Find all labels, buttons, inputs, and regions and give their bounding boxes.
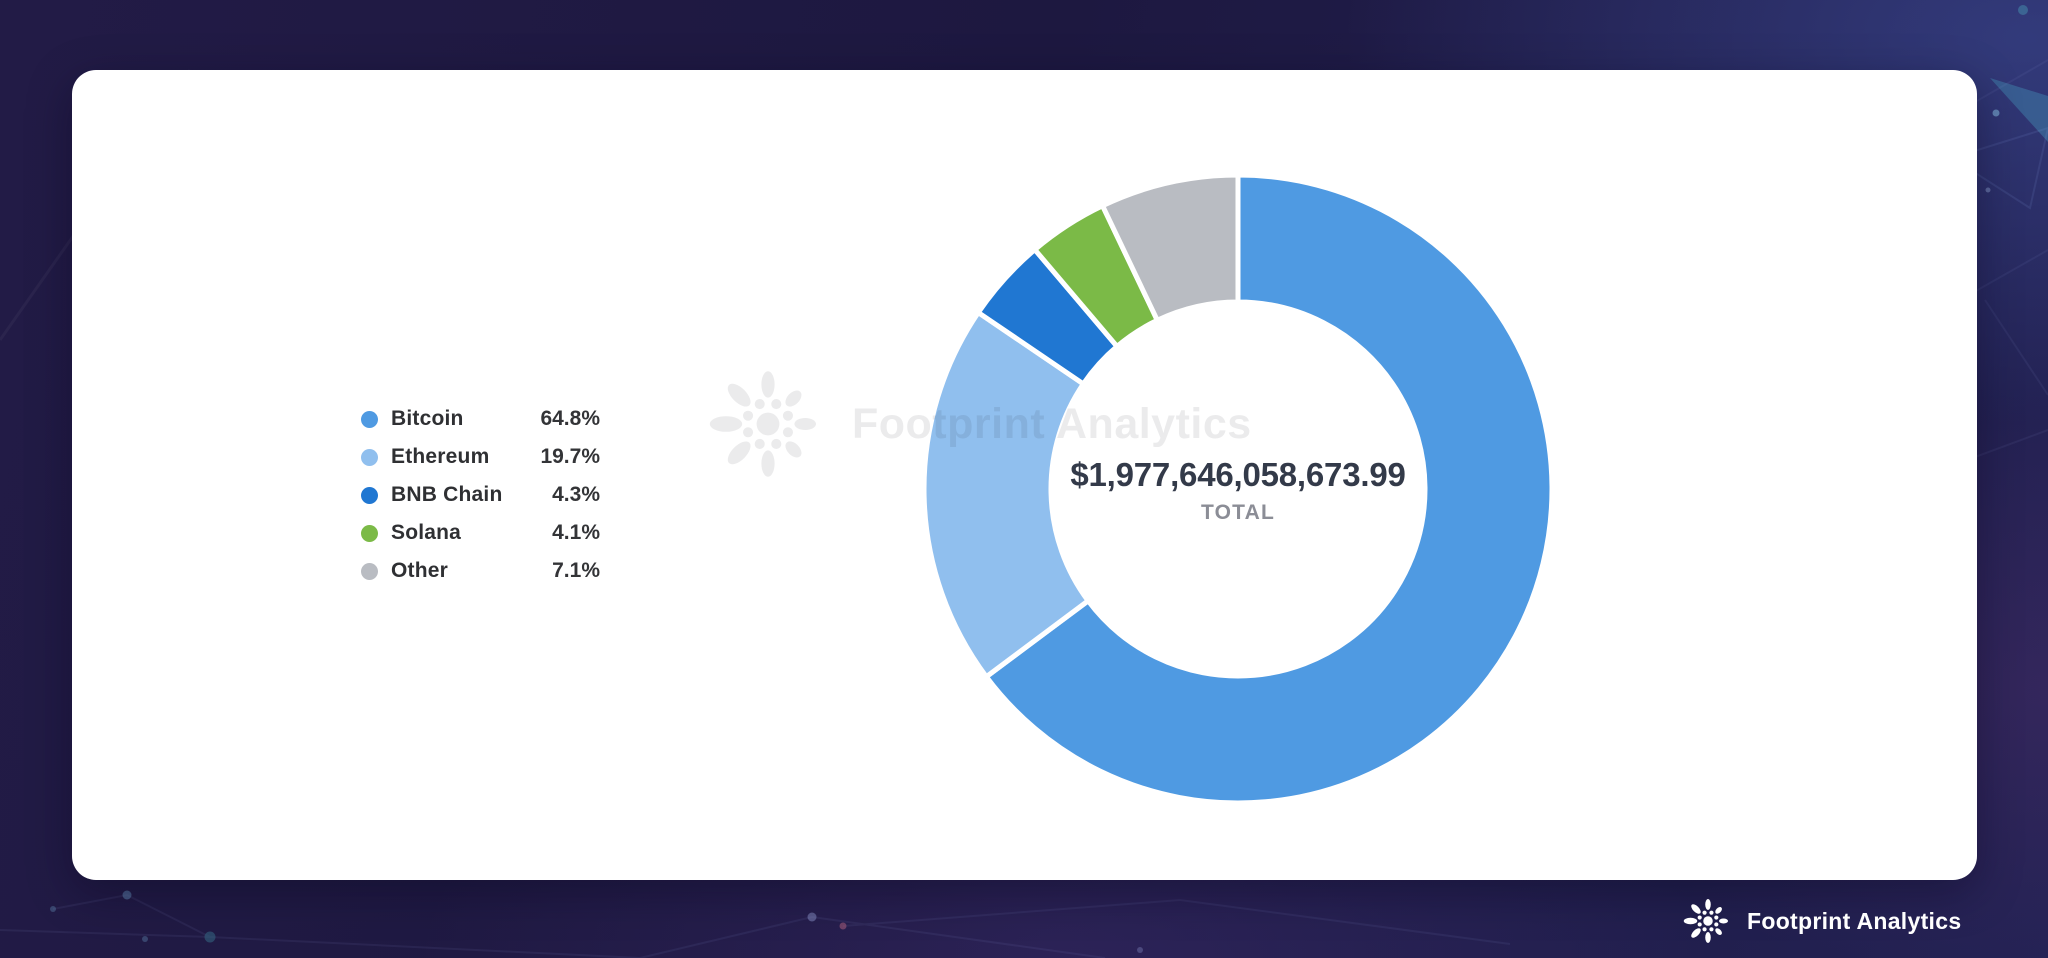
legend-item-other[interactable]: Other 7.1% <box>361 552 600 590</box>
footprint-flower-icon <box>709 371 816 477</box>
legend-percent: 4.3% <box>552 483 600 506</box>
footer-brand-text: Footprint Analytics <box>1747 907 1962 934</box>
legend-percent: 7.1% <box>552 559 600 582</box>
legend-label: Bitcoin <box>391 407 464 430</box>
footer-brand: Footprint Analytics <box>1682 895 1961 947</box>
legend-item-ethereum[interactable]: Ethereum 19.7% <box>361 438 600 476</box>
legend-label: Ethereum <box>391 445 490 468</box>
chart-legend: Bitcoin 64.8% Ethereum 19.7% BNB Chain 4.3% So… <box>361 400 600 590</box>
donut-segment-ethereum[interactable] <box>921 309 1092 681</box>
legend-percent: 64.8% <box>540 407 600 430</box>
donut-segment-bitcoin[interactable] <box>982 172 1555 806</box>
footprint-flower-icon <box>1683 899 1728 943</box>
legend-color-dot <box>361 448 378 466</box>
legend-percent: 19.7% <box>540 445 600 468</box>
legend-color-dot <box>361 562 378 580</box>
legend-label: Other <box>391 559 449 582</box>
legend-color-dot <box>361 410 378 428</box>
legend-item-bitcoin[interactable]: Bitcoin 64.8% <box>361 400 600 438</box>
legend-label: Solana <box>391 521 462 544</box>
legend-color-dot <box>361 486 378 504</box>
donut-chart <box>908 159 1568 819</box>
legend-color-dot <box>361 524 378 542</box>
legend-label: BNB Chain <box>391 483 503 506</box>
donut-segments <box>921 172 1555 806</box>
chart-card: Bitcoin 64.8% Ethereum 19.7% BNB Chain 4.3% So… <box>72 70 1977 880</box>
legend-percent: 4.1% <box>552 521 600 544</box>
donut-segment-other[interactable] <box>1099 172 1241 324</box>
legend-item-bnb-chain[interactable]: BNB Chain 4.3% <box>361 476 600 514</box>
legend-item-solana[interactable]: Solana 4.1% <box>361 514 600 552</box>
